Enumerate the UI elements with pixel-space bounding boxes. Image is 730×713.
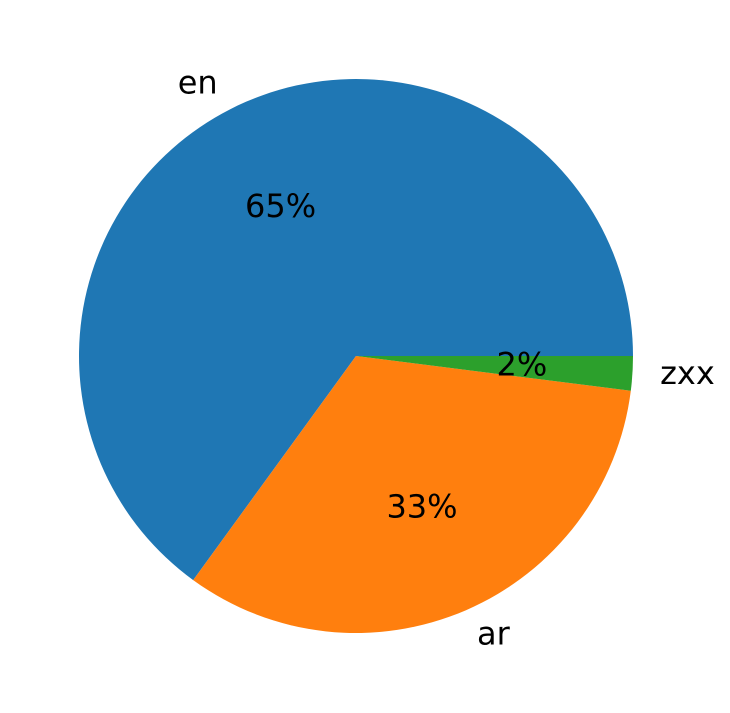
pie-slice: [193, 356, 631, 633]
slice-label: zxx: [660, 354, 715, 392]
percent-label: 65%: [245, 187, 316, 225]
percent-label: 2%: [496, 345, 547, 383]
slice-label: ar: [477, 615, 511, 653]
pie-slice: [356, 356, 633, 391]
percent-label: 33%: [386, 488, 457, 526]
pie-slice: [79, 79, 634, 581]
slice-label: en: [178, 64, 218, 102]
